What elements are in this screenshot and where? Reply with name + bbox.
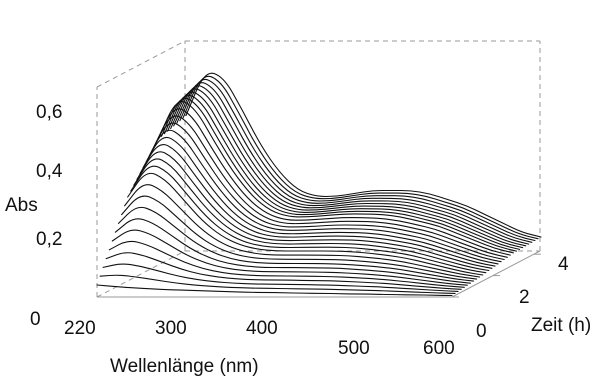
z-tick-label: 4 bbox=[558, 254, 569, 275]
spectrum-line bbox=[176, 82, 533, 243]
spectrum-line bbox=[105, 252, 462, 290]
spectrum-line bbox=[130, 165, 487, 274]
z-axis-line bbox=[451, 250, 541, 298]
spectrum-line bbox=[99, 274, 456, 294]
spectrum-line bbox=[173, 85, 530, 245]
spectrum-line bbox=[170, 88, 527, 247]
y-tick-label: 0,4 bbox=[36, 161, 63, 182]
spectrum-line bbox=[114, 218, 471, 284]
spectrum-line bbox=[121, 195, 478, 280]
series-lines bbox=[96, 72, 542, 297]
spectrum-line bbox=[185, 72, 542, 238]
spectrum-line bbox=[108, 240, 465, 288]
spectrum-line bbox=[117, 206, 475, 282]
x-tick-label: 300 bbox=[155, 318, 187, 339]
spectrum-line bbox=[96, 284, 453, 297]
y-axis-title: Abs bbox=[5, 195, 38, 216]
x-tick-label: 500 bbox=[338, 338, 370, 359]
spectrum-line bbox=[167, 91, 524, 249]
x-tick-label: 400 bbox=[246, 318, 278, 339]
x-tick-labels: 220 300 400 500 600 bbox=[64, 318, 455, 359]
x-axis-title: Wellenlänge (nm) bbox=[110, 356, 259, 377]
y-tick-label: 0 bbox=[30, 309, 41, 330]
left-top-edge bbox=[96, 40, 186, 88]
spectrum-line bbox=[102, 263, 459, 292]
y-tick-labels: 0 0,2 0,4 0,6 bbox=[30, 102, 63, 330]
spectrum-line bbox=[139, 144, 496, 267]
z-tick-label: 0 bbox=[476, 321, 487, 342]
x-tick-label: 220 bbox=[64, 318, 96, 339]
z-axis-title: Zeit (h) bbox=[531, 315, 591, 336]
spectrum-line bbox=[136, 151, 493, 269]
y-tick-label: 0,2 bbox=[36, 229, 62, 250]
spectrum-line bbox=[163, 94, 521, 250]
spectrum-line bbox=[182, 75, 539, 240]
spectrum-line bbox=[142, 136, 499, 265]
spectrum-line bbox=[145, 129, 502, 263]
y-tick-label: 0,6 bbox=[36, 102, 62, 123]
spectrum-line bbox=[111, 229, 468, 286]
spectrum-line bbox=[154, 108, 511, 256]
z-tick-labels: 0 2 4 bbox=[476, 254, 569, 342]
spectrum-line bbox=[127, 172, 484, 276]
spectrum-line bbox=[124, 184, 481, 278]
spectrum-line bbox=[157, 101, 514, 254]
spectrum-line bbox=[160, 97, 518, 252]
floor-left-edge bbox=[96, 250, 186, 298]
z-tick-label: 2 bbox=[519, 287, 530, 308]
spectrum-line bbox=[148, 122, 505, 261]
x-tick-label: 600 bbox=[423, 338, 455, 359]
spectrum-line bbox=[179, 78, 536, 242]
axis-box bbox=[96, 40, 541, 298]
spectrum-line bbox=[151, 115, 508, 258]
spectrum-line bbox=[133, 158, 490, 272]
